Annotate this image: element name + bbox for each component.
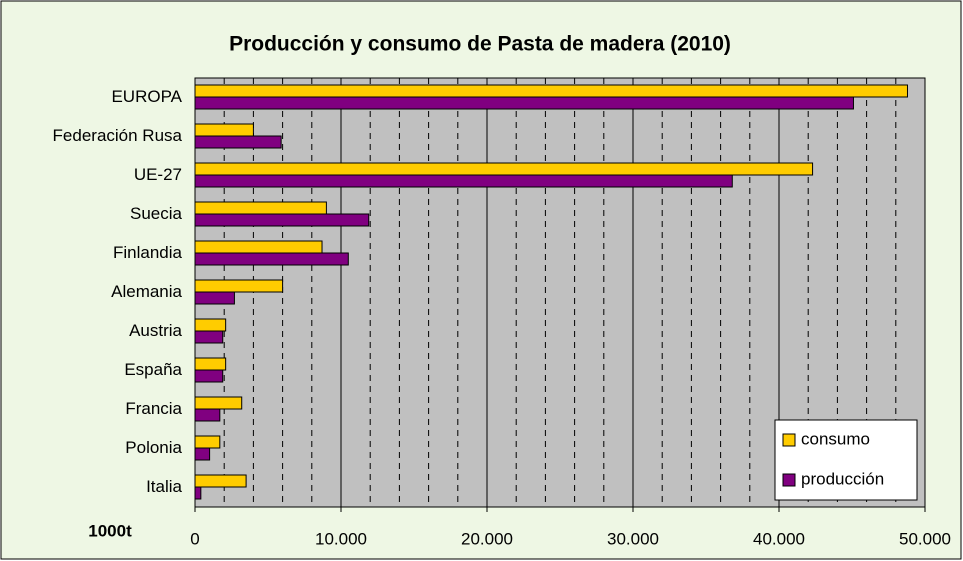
x-tick-label: 30.000 xyxy=(607,529,659,548)
y-tick-label: Austria xyxy=(129,321,182,340)
bar xyxy=(194,96,854,110)
y-tick-label: Alemania xyxy=(111,282,182,301)
bar xyxy=(194,474,247,488)
y-tick-label: España xyxy=(124,360,182,379)
bar xyxy=(194,162,814,176)
y-tick-label: Federación Rusa xyxy=(53,126,183,145)
bar xyxy=(194,408,221,422)
legend-swatch xyxy=(782,473,796,487)
x-tick-label: 10.000 xyxy=(315,529,367,548)
bar xyxy=(194,213,370,227)
bar xyxy=(194,279,284,293)
bar xyxy=(194,123,254,137)
x-tick-label: 40.000 xyxy=(753,529,805,548)
bar xyxy=(194,318,227,332)
legend-label: producción xyxy=(801,469,884,488)
x-tick-label: 20.000 xyxy=(461,529,513,548)
y-tick-label: UE-27 xyxy=(134,165,182,184)
x-tick-label: 50.000 xyxy=(899,529,951,548)
legend-box xyxy=(774,419,918,501)
legend-swatch xyxy=(782,433,796,447)
bar xyxy=(194,291,235,305)
y-tick-label: Italia xyxy=(146,477,182,496)
bar xyxy=(194,201,327,215)
bar xyxy=(194,369,224,383)
y-tick-label: Suecia xyxy=(130,204,183,223)
bar xyxy=(194,84,908,98)
legend-label: consumo xyxy=(801,429,870,448)
bar xyxy=(194,240,323,254)
y-tick-label: Finlandia xyxy=(113,243,183,262)
bar xyxy=(194,330,224,344)
x-tick-label: 0 xyxy=(190,529,199,548)
unit-label: 1000t xyxy=(88,521,132,540)
chart-title: Producción y consumo de Pasta de madera … xyxy=(229,33,731,56)
bar xyxy=(194,435,221,449)
bar xyxy=(194,357,227,371)
y-tick-label: EUROPA xyxy=(111,87,182,106)
bar xyxy=(194,396,243,410)
bar xyxy=(194,447,211,461)
bar xyxy=(194,486,202,500)
y-tick-label: Polonia xyxy=(125,438,182,457)
bar xyxy=(194,252,349,266)
y-tick-label: Francia xyxy=(125,399,182,418)
bar xyxy=(194,174,733,188)
bar xyxy=(194,135,282,149)
